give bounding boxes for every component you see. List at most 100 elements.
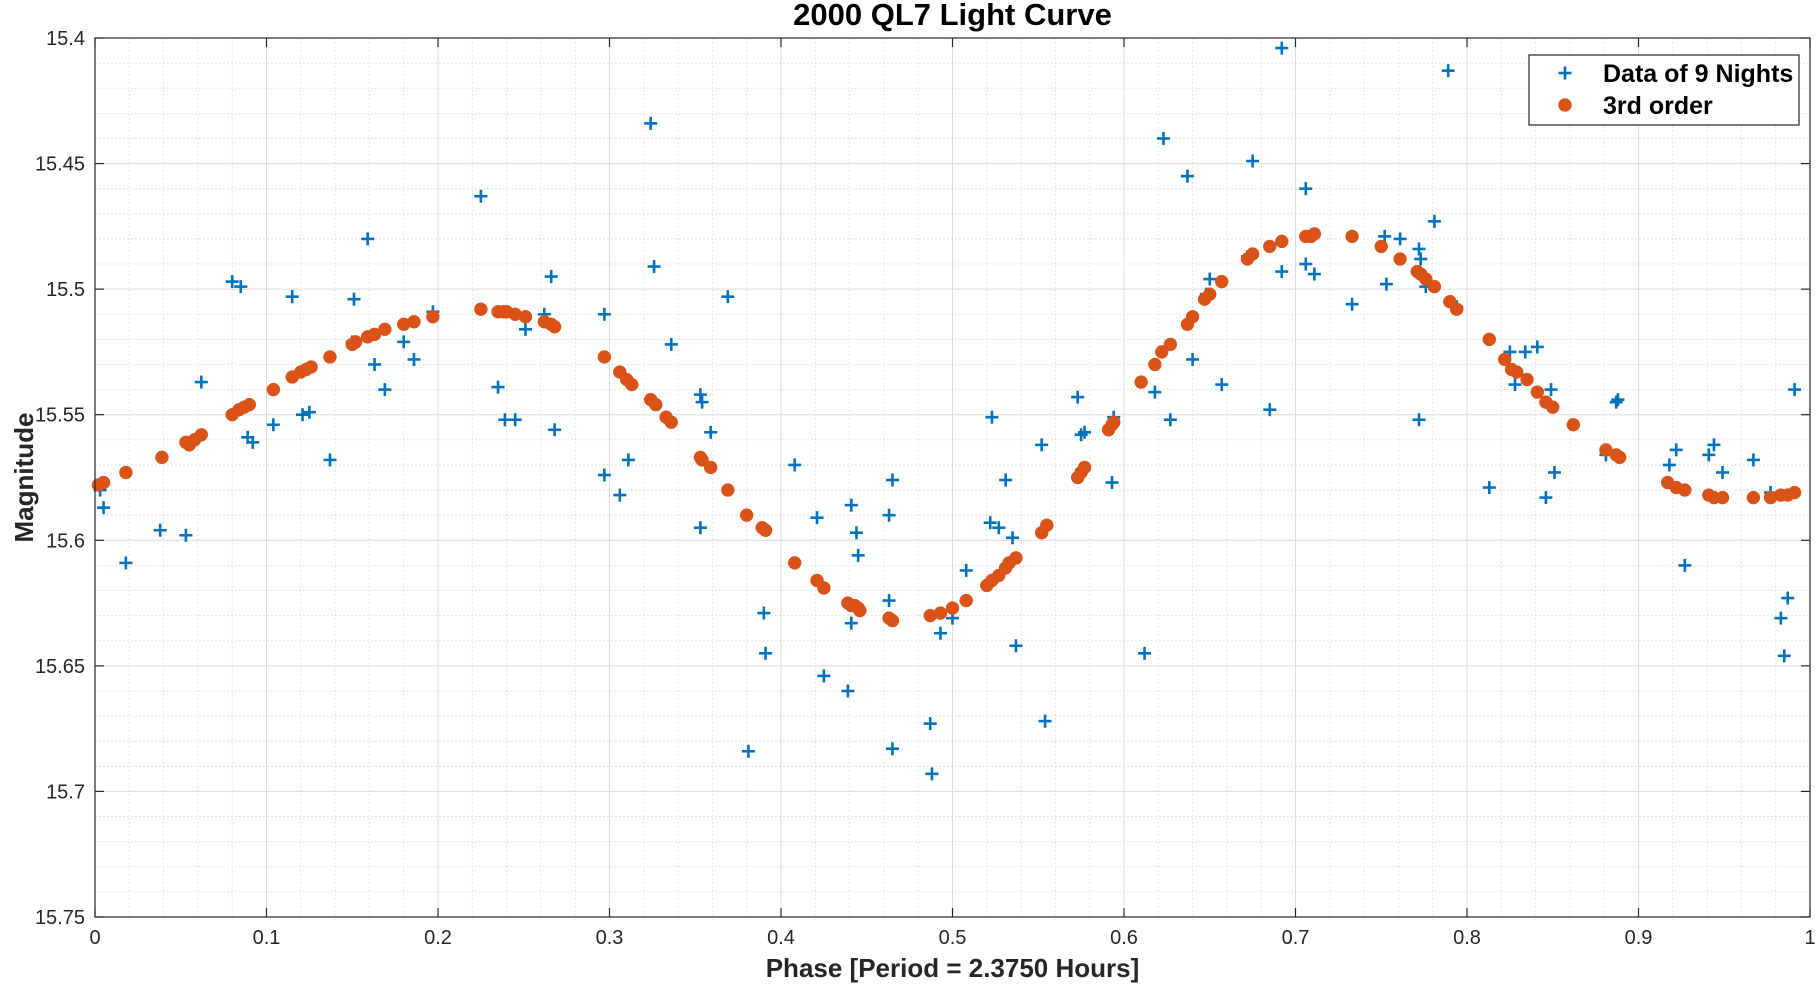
fit-point-circle [1185,310,1200,324]
data-point-plus [985,410,999,424]
data-point-plus [491,380,505,394]
data-point-plus [347,292,361,306]
fit-point-circle [1746,490,1761,505]
data-point-plus [759,646,773,660]
fit-point-circle [1077,460,1092,475]
data-point-plus [1078,425,1092,439]
x-tick-label: 0.5 [939,927,967,949]
data-point-plus [1716,465,1730,479]
data-point-plus [647,260,661,274]
fit-point-circle [1275,234,1289,249]
data-point-plus [1441,64,1455,78]
data-point-plus [508,413,522,427]
fit-point-circle [348,335,363,349]
data-point-plus [234,280,248,294]
data-point-plus [296,408,310,422]
fit-point-circle [407,315,421,329]
data-point-plus [644,116,658,130]
data-point-plus [721,290,735,304]
data-point-plus [544,270,558,284]
axis-ticks [94,37,1811,918]
legend-marker-circle [1558,98,1572,112]
data-point-plus [518,322,532,336]
data-point-plus [1215,378,1229,392]
data-point-plus [597,307,611,321]
data-point-plus [407,352,421,366]
data-point-plus [1393,232,1407,246]
data-point-plus [757,606,771,620]
legend-marker-plus [1558,66,1572,80]
y-tick-label: 15.6 [46,530,85,552]
data-point-plus [1774,611,1788,625]
data-point-plus [844,498,858,512]
legend-box [1528,54,1800,126]
data-point-plus [959,563,973,577]
x-tick-label: 1 [1804,927,1815,949]
x-tick-label: 0.6 [1110,927,1138,949]
y-axis-label: Magnitude [9,413,39,543]
fit-point-circle [1148,357,1162,372]
fit-point-circle [1546,400,1560,414]
data-point-plus [885,742,899,756]
fit-point-circle [1427,279,1442,294]
data-point-plus [933,626,947,640]
x-tick-label: 0.7 [1282,927,1310,949]
fit-point-circle [1566,418,1581,432]
data-point-plus [1275,41,1289,55]
fit-point-circle [242,397,257,412]
data-point-plus [285,290,299,304]
data-point-plus [368,357,382,371]
fit-point-circle [119,465,133,480]
fit-point-circle [304,360,318,374]
fit-point-circle [853,603,867,618]
fit-point-circle [1163,337,1178,352]
data-point-plus [1427,214,1441,228]
legend-circle-marker [1558,98,1572,112]
data-point-plus [194,375,208,389]
fit-point-circle [1245,247,1260,261]
data-point-plus [97,501,111,515]
fit-point-circle [664,415,678,429]
fit-point-circle [518,310,533,324]
data-point-plus [849,526,863,540]
series-layer [91,41,1802,781]
data-point-plus [925,767,939,781]
fit-point-circle [194,428,209,442]
data-point-plus [1246,154,1260,168]
fit-point-circle [1678,483,1692,497]
chart-title: 2000 QL7 Light Curve [793,0,1112,32]
legend-entry-fit: 3rd order [1603,92,1713,120]
axis-tick-labels: 0 0.1 0.2 0.3 0.4 0.5 0.6 0.7 0.8 0.9 1 15.4 15.45 15… [35,28,1816,949]
y-tick-label: 15.75 [35,907,85,929]
y-tick-label: 15.5 [46,279,85,301]
data-point-plus [1611,393,1625,407]
data-point-plus [323,453,337,467]
data-series-measurements [93,41,1802,781]
data-point-plus [704,425,718,439]
fit-point-circle [1612,450,1627,465]
fit-point-circle [695,453,709,467]
legend-entry-data: Data of 9 Nights [1603,60,1793,88]
fit-point-circle [1715,490,1730,505]
data-point-plus [1148,385,1162,399]
data-point-plus [179,528,193,542]
fit-point-circle [945,601,960,615]
fit-point-circle [1040,518,1054,532]
fit-point-circle [1215,274,1229,289]
x-tick-label: 0.4 [767,927,795,949]
data-point-plus [1412,413,1426,427]
data-point-plus [1299,257,1313,271]
data-point-plus [844,616,858,630]
data-point-plus [621,453,635,467]
x-tick-label: 0.8 [1453,927,1481,949]
data-point-plus [361,232,375,246]
data-point-plus [1788,383,1802,397]
fit-point-circle [1263,239,1277,254]
data-point-plus [119,556,133,570]
data-point-plus [1746,453,1760,467]
fit-point-circle [739,508,754,522]
fit-point-circle [721,483,735,497]
data-point-plus [474,189,488,203]
fit-point-circle [1449,302,1464,316]
